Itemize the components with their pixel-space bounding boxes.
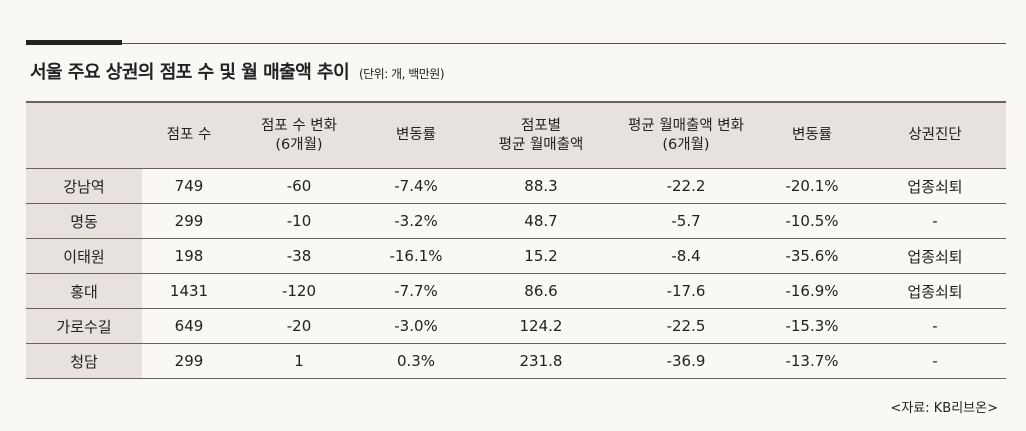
table-cell: 1 [236,343,362,379]
header-cell: 점포별 평균 월매출액 [470,101,612,169]
table-cell: -38 [236,238,362,274]
table-cell: -3.0% [362,308,470,344]
table-cell: -3.2% [362,203,470,239]
table-cell: -7.7% [362,273,470,309]
table-cell: -35.6% [760,238,864,274]
row-label: 강남역 [26,168,142,204]
table-row: 명동 299 -10 -3.2% 48.7 -5.7 -10.5% - [26,203,1006,239]
table-cell: -15.3% [760,308,864,344]
header-cell-blank [26,101,142,169]
top-rule-accent [26,40,122,45]
table-cell: 299 [142,203,236,239]
table-cell: 업종쇠퇴 [864,168,1006,204]
header-cell: 점포 수 변화 (6개월) [236,101,362,169]
top-rule [26,43,1006,44]
table-cell: -20.1% [760,168,864,204]
table-cell: -13.7% [760,343,864,379]
table-cell: -22.5 [612,308,760,344]
header-cell: 상권진단 [864,101,1006,169]
table-cell: 15.2 [470,238,612,274]
table-cell: 0.3% [362,343,470,379]
table-cell: -16.1% [362,238,470,274]
table-cell: 749 [142,168,236,204]
table-title: 서울 주요 상권의 점포 수 및 월 매출액 추이 (단위: 개, 백만원) [30,58,445,84]
table-cell: -20 [236,308,362,344]
table-cell: 업종쇠퇴 [864,238,1006,274]
row-label: 홍대 [26,273,142,309]
table-cell: -7.4% [362,168,470,204]
row-label: 청담 [26,343,142,379]
unit-note: (단위: 개, 백만원) [358,67,445,81]
table-row: 강남역 749 -60 -7.4% 88.3 -22.2 -20.1% 업종쇠퇴 [26,168,1006,204]
table-cell: -120 [236,273,362,309]
row-label: 가로수길 [26,308,142,344]
row-label: 명동 [26,203,142,239]
table-cell: 48.7 [470,203,612,239]
table-cell: - [864,343,1006,379]
table-row: 청담 299 1 0.3% 231.8 -36.9 -13.7% - [26,343,1006,379]
title-text: 서울 주요 상권의 점포 수 및 월 매출액 추이 [30,62,350,83]
table-cell: 299 [142,343,236,379]
header-cell: 변동률 [362,101,470,169]
table-cell: 88.3 [470,168,612,204]
table-row: 홍대 1431 -120 -7.7% 86.6 -17.6 -16.9% 업종쇠… [26,273,1006,309]
table-cell: -10 [236,203,362,239]
table-cell: 1431 [142,273,236,309]
table-cell: 업종쇠퇴 [864,273,1006,309]
source-note: <자료: KB리브온> [890,401,998,416]
table-cell: 124.2 [470,308,612,344]
row-label: 이태원 [26,238,142,274]
table-cell: -8.4 [612,238,760,274]
table-cell: -16.9% [760,273,864,309]
table-cell: - [864,308,1006,344]
header-cell: 변동률 [760,101,864,169]
table-cell: 86.6 [470,273,612,309]
table-cell: -36.9 [612,343,760,379]
table-cell: - [864,203,1006,239]
table-cell: -22.2 [612,168,760,204]
table-row: 가로수길 649 -20 -3.0% 124.2 -22.5 -15.3% - [26,308,1006,344]
table-cell: 231.8 [470,343,612,379]
table-row: 이태원 198 -38 -16.1% 15.2 -8.4 -35.6% 업종쇠퇴 [26,238,1006,274]
table-cell: 198 [142,238,236,274]
table-cell: 649 [142,308,236,344]
data-table: 점포 수 점포 수 변화 (6개월) 변동률 점포별 평균 월매출액 평균 월매출액… [26,101,1006,379]
table-cell: -17.6 [612,273,760,309]
table-cell: -10.5% [760,203,864,239]
table-cell: -5.7 [612,203,760,239]
header-cell: 점포 수 [142,101,236,169]
header-cell: 평균 월매출액 변화 (6개월) [612,101,760,169]
table-cell: -60 [236,168,362,204]
header-row: 점포 수 점포 수 변화 (6개월) 변동률 점포별 평균 월매출액 평균 월매출액… [26,101,1006,169]
